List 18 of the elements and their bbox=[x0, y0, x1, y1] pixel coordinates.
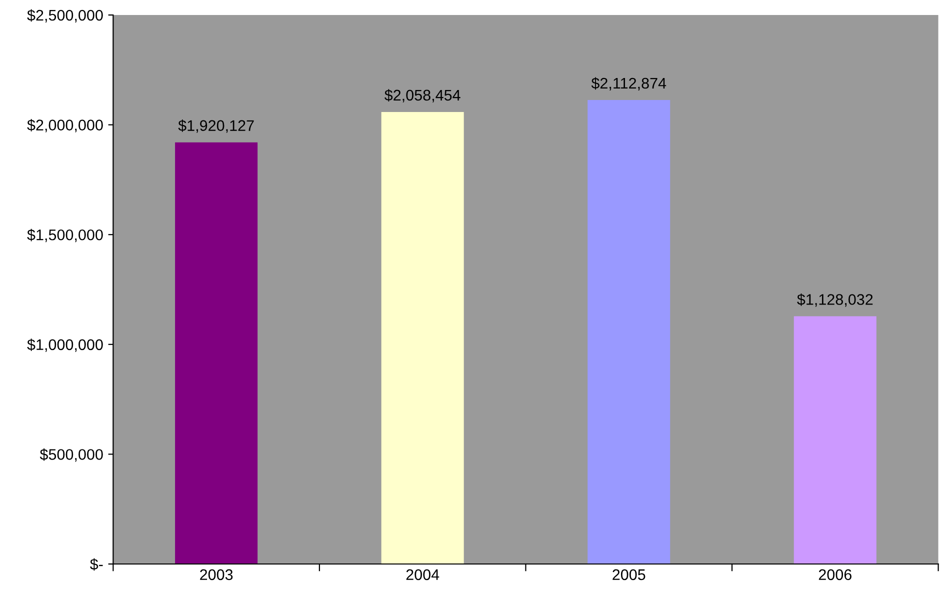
y-tick-label: $1,000,000 bbox=[27, 338, 103, 352]
bar bbox=[381, 112, 464, 564]
data-label: $1,128,032 bbox=[797, 293, 873, 307]
data-label: $2,058,454 bbox=[384, 89, 460, 102]
x-tick-label: 2004 bbox=[406, 569, 440, 580]
y-tick-label: $- bbox=[90, 558, 103, 571]
data-label: $1,920,127 bbox=[178, 120, 254, 133]
y-tick-label: $1,500,000 bbox=[27, 228, 103, 242]
bar bbox=[794, 316, 876, 564]
bar bbox=[175, 142, 258, 564]
x-tick-label: 2005 bbox=[612, 569, 646, 580]
y-tick-label: $2,000,000 bbox=[27, 119, 103, 132]
y-tick-label: $500,000 bbox=[40, 448, 103, 462]
y-tick-label: $2,500,000 bbox=[27, 9, 103, 22]
x-tick-label: 2006 bbox=[818, 569, 852, 580]
data-label: $2,112,874 bbox=[591, 77, 666, 90]
x-tick-label: 2003 bbox=[200, 569, 233, 580]
bar bbox=[588, 100, 670, 564]
